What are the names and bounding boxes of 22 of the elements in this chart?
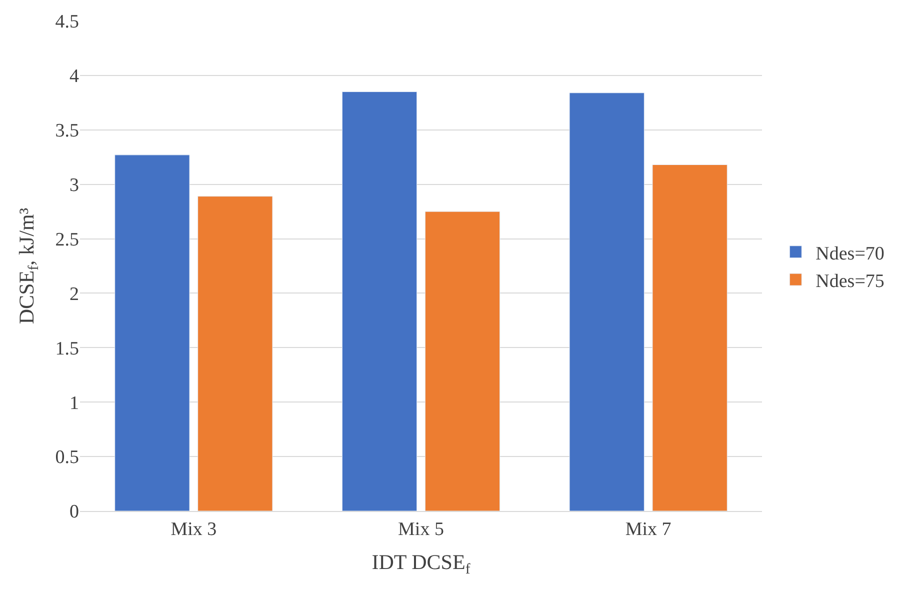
bar (569, 92, 644, 511)
legend-label: Ndes=75 (816, 270, 884, 292)
bar (342, 92, 418, 511)
y-tick-label: 3 (70, 174, 79, 196)
y-tick-label: 3.5 (55, 120, 79, 142)
bar (198, 196, 273, 511)
y-tick-label: 1 (70, 392, 79, 414)
y-tick-label: 2.5 (55, 229, 79, 250)
y-tick-label: 4 (70, 66, 80, 88)
x-axis-title: IDT DCSE$_{f}$ (372, 550, 470, 578)
bar (114, 154, 190, 511)
x-tick-label: Mix 3 (170, 518, 217, 540)
y-tick-label: 0 (70, 502, 79, 523)
x-tick-label: Mix 7 (625, 518, 672, 540)
y-tick-label: 4.5 (55, 12, 79, 33)
bar (424, 211, 500, 511)
y-tick-label: 2 (70, 284, 79, 305)
y-tick-label: 1.5 (55, 338, 79, 360)
x-tick-label: Mix 5 (398, 518, 444, 540)
bar (652, 164, 728, 511)
legend-label: Ndes=70 (816, 243, 884, 264)
y-tick-label: 0.5 (55, 447, 79, 468)
